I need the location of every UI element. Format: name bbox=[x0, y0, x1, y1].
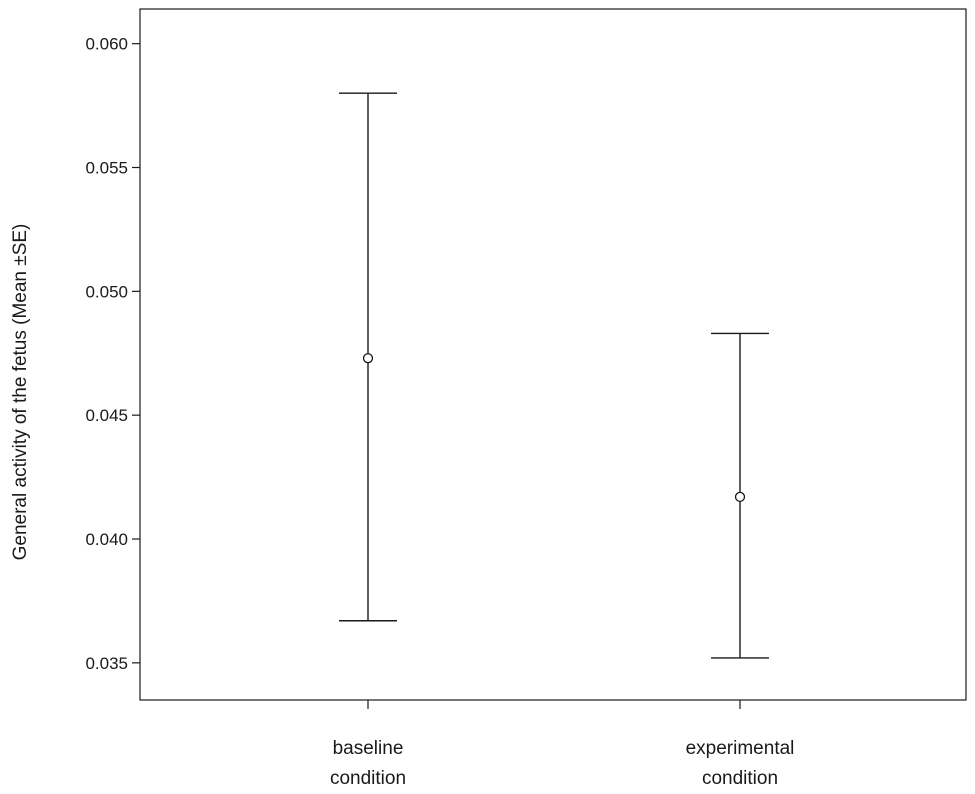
x-category-label: condition bbox=[330, 768, 406, 789]
y-tick-label: 0.050 bbox=[85, 282, 128, 301]
y-tick-label: 0.045 bbox=[85, 406, 128, 425]
y-tick-label: 0.040 bbox=[85, 530, 128, 549]
x-category-label: experimental bbox=[686, 738, 795, 759]
y-axis: 0.060 0.055 0.050 0.045 0.040 0.035 bbox=[85, 35, 140, 673]
plot-frame bbox=[139, 8, 967, 701]
mean-point bbox=[734, 491, 746, 503]
y-tick-label: 0.055 bbox=[85, 159, 128, 178]
mean-point bbox=[362, 353, 374, 364]
x-axis: baseline condition experimental condition bbox=[330, 700, 794, 789]
y-tick-label: 0.060 bbox=[85, 35, 128, 54]
x-category-label: condition bbox=[702, 768, 778, 789]
error-bars bbox=[339, 92, 769, 659]
y-axis-title: General activity of the fetus (Mean ±SE) bbox=[10, 224, 31, 561]
y-tick-label: 0.035 bbox=[85, 654, 128, 673]
x-category-label: baseline bbox=[333, 738, 404, 759]
